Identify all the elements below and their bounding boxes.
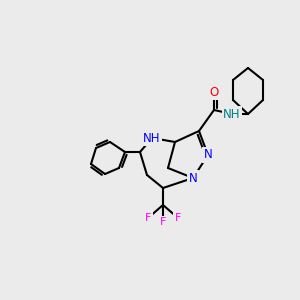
- Text: F: F: [160, 217, 166, 227]
- Text: NH: NH: [143, 131, 161, 145]
- Text: O: O: [209, 85, 219, 98]
- Text: N: N: [189, 172, 197, 184]
- Text: F: F: [175, 213, 181, 223]
- Text: NH: NH: [223, 107, 241, 121]
- Text: F: F: [145, 213, 151, 223]
- Text: N: N: [204, 148, 212, 161]
